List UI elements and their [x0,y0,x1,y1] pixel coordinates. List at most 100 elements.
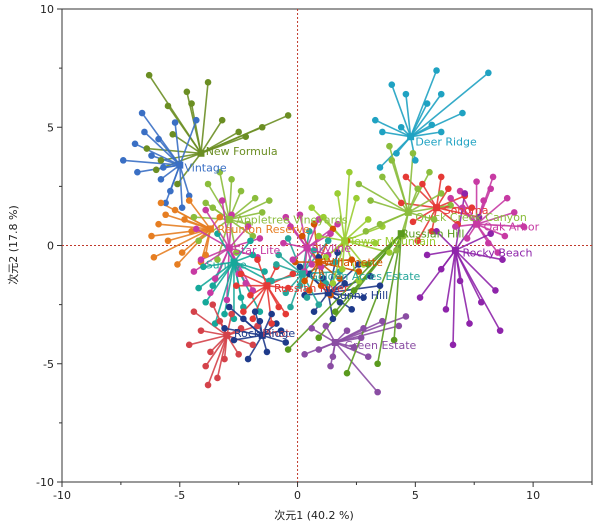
x-axis-title: 次元1 (40.2 %) [274,508,354,522]
cluster-ray [452,250,457,345]
cluster-ray [226,313,233,336]
x-tick-label: 5 [412,489,419,502]
x-tick-label: 0 [294,489,301,502]
data-point [350,343,358,351]
data-point [230,336,238,344]
data-point [301,350,308,358]
cluster-ray [233,261,265,273]
data-point [367,197,374,204]
cluster-ray [410,124,433,138]
data-point [164,102,172,110]
data-point [315,334,323,342]
data-point [280,239,287,247]
cluster-ray [327,263,360,294]
data-point [183,88,191,96]
data-point [376,282,384,290]
data-point [334,220,341,228]
cluster-ray [401,202,437,209]
cluster-ray [146,147,202,155]
cluster-ray [242,285,268,313]
data-point [237,324,245,332]
centroid-marker [404,208,412,216]
data-point [466,320,473,327]
cluster-ray [306,247,329,256]
data-point [221,355,228,363]
cluster-ray [200,329,228,337]
data-point [416,294,424,301]
cluster-ray [299,214,308,249]
cluster-ray [226,334,254,346]
cluster-ray [336,193,346,241]
data-point [499,256,506,263]
cluster-ray [283,242,308,249]
data-point [195,284,202,292]
data-point [315,346,323,353]
data-point [157,157,165,164]
cluster-ray [409,70,438,138]
centroid-marker [473,220,481,228]
centroid-marker [433,204,441,212]
cluster-label: Russian River [274,282,349,295]
cluster-ray [341,240,346,270]
data-point [402,313,410,320]
centroid-marker [230,258,238,266]
cluster-labels: New Formula Vintage Appletree VineyardsReu… [184,135,539,351]
data-point [360,294,367,301]
data-point [273,261,280,268]
cluster-label: Tower Mountain [348,235,436,248]
data-point [263,348,271,356]
cluster-ray [287,233,402,351]
data-point [397,199,405,207]
data-point [353,194,360,202]
cluster-label: Deer Ridge [415,135,477,148]
cluster-ray [344,225,383,242]
cluster-ray [228,218,254,237]
centroid-marker [263,282,271,290]
data-point [459,109,466,117]
data-point [185,197,193,204]
data-point [419,180,426,188]
data-point [324,237,332,245]
data-point [119,157,127,164]
data-point [157,175,165,183]
data-point [287,303,294,311]
cluster-ray [476,223,506,237]
data-point [190,213,198,221]
data-point [171,119,179,126]
cluster-ray [374,119,411,138]
cluster-ray [153,228,211,259]
data-point [355,268,363,275]
cluster-ray [216,335,228,379]
data-point [197,327,205,334]
data-point [202,298,209,306]
cluster-label: Skyline [312,242,352,255]
data-point [155,220,162,228]
data-point [334,190,341,197]
data-point [360,261,367,268]
centroid-marker [258,331,266,339]
data-point [306,287,313,294]
data-point [437,265,445,273]
cluster-ray [391,84,412,137]
data-points [119,67,527,396]
data-point [360,324,367,332]
cluster-ray [229,237,261,249]
data-point [456,277,464,285]
data-point [336,275,344,282]
data-point [162,199,169,207]
centroid-marker [341,237,349,245]
data-point [341,280,348,287]
data-point [510,209,518,216]
data-point [503,194,511,202]
cluster-ray [410,131,442,138]
cluster-ray [219,172,231,220]
data-point [235,128,242,136]
data-point [367,272,374,280]
data-point [240,308,247,316]
data-point [202,206,209,214]
data-point [336,298,344,306]
cluster-ray [226,247,231,300]
data-point [178,204,186,211]
data-point [346,168,353,176]
